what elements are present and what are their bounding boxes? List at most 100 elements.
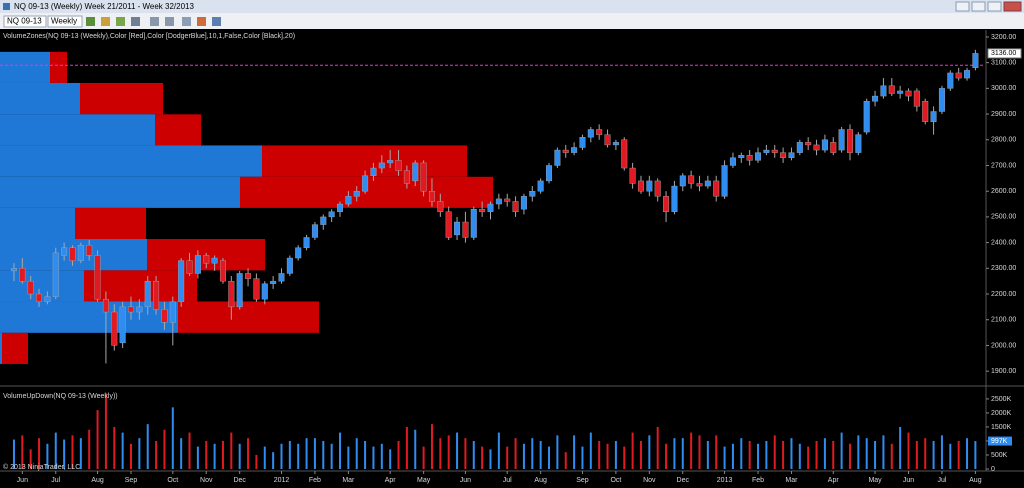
volume-bar xyxy=(414,429,417,469)
candle-body xyxy=(512,201,519,212)
close-button[interactable] xyxy=(1003,1,1022,12)
volume-bar xyxy=(823,438,826,469)
volume-bar xyxy=(840,432,843,469)
tool-button[interactable] xyxy=(131,17,140,26)
volume-bar xyxy=(890,443,893,469)
x-tick-label: Feb xyxy=(309,477,321,484)
candle-body xyxy=(571,147,578,153)
toolbar xyxy=(0,13,1024,29)
volume-bar xyxy=(439,438,442,469)
y-tick-label: 2700.00 xyxy=(991,162,1016,169)
y-tick-label: 2400.00 xyxy=(991,239,1016,246)
candle-body xyxy=(554,149,561,166)
volume-bar xyxy=(974,441,977,469)
candle-body xyxy=(420,162,427,192)
candle-body xyxy=(738,154,745,158)
maximize-button[interactable] xyxy=(987,1,1002,12)
volume-bar xyxy=(238,443,241,469)
candle-body xyxy=(44,296,51,302)
x-tick-label: Sep xyxy=(576,477,589,484)
period-selector[interactable] xyxy=(47,15,83,28)
volume-bar xyxy=(88,429,91,469)
candle-body xyxy=(663,196,670,212)
bar-type-button[interactable] xyxy=(86,17,95,26)
candle-body xyxy=(579,137,586,148)
volume-bar xyxy=(573,435,576,469)
zoom-button[interactable] xyxy=(150,17,159,26)
volume-bar xyxy=(79,438,82,469)
candle-body xyxy=(10,268,17,272)
volume-bar xyxy=(556,435,559,469)
candle-body xyxy=(412,162,419,182)
candle-body xyxy=(437,201,444,212)
x-tick-label: Oct xyxy=(610,477,621,484)
zone-up xyxy=(0,145,262,177)
zone-down xyxy=(50,51,67,83)
app-icon xyxy=(3,3,10,10)
x-tick-label: Jun xyxy=(460,477,471,484)
volume-bar xyxy=(188,432,191,469)
strategy-button[interactable] xyxy=(212,17,221,26)
candle-body xyxy=(913,90,920,107)
candle-body xyxy=(102,298,109,313)
indicator-button[interactable] xyxy=(197,17,206,26)
candle-body xyxy=(203,255,210,264)
volume-tick-label: 2000K xyxy=(991,410,1012,417)
draw-button[interactable] xyxy=(101,17,110,26)
title-bar xyxy=(0,0,1024,13)
volume-bar xyxy=(130,443,133,469)
candle-body xyxy=(128,306,135,313)
x-tick-label: 2013 xyxy=(717,477,733,484)
candle-body xyxy=(880,85,887,97)
candle-body xyxy=(228,280,235,308)
volume-bar xyxy=(347,446,350,469)
x-tick-label: Mar xyxy=(342,477,355,484)
x-tick-label: Aug xyxy=(969,477,982,484)
volume-bar xyxy=(614,440,617,469)
volume-bar xyxy=(782,440,785,469)
candle-body xyxy=(454,221,461,236)
x-tick-label: Dec xyxy=(677,477,690,484)
volume-bar xyxy=(581,446,584,469)
volume-bar xyxy=(104,393,107,469)
volume-bar xyxy=(966,438,969,469)
volume-bar xyxy=(798,443,801,469)
candle-body xyxy=(487,203,494,212)
zoom-button[interactable] xyxy=(165,17,174,26)
volume-bar xyxy=(531,438,534,469)
volume-tick-label: 0 xyxy=(991,466,995,473)
x-tick-label: Aug xyxy=(534,477,547,484)
volume-bar xyxy=(623,446,626,469)
zone-up xyxy=(0,207,75,240)
volume-bar xyxy=(280,443,283,469)
x-tick-label: Nov xyxy=(643,477,656,484)
volume-bar xyxy=(305,438,308,469)
zone-down xyxy=(178,301,319,333)
candle-body xyxy=(370,167,377,176)
x-tick-label: Apr xyxy=(385,477,397,484)
volume-bar xyxy=(690,432,693,469)
volume-bar xyxy=(698,435,701,469)
y-tick-label: 2200.00 xyxy=(991,291,1016,298)
volume-bar xyxy=(230,432,233,469)
volume-bar xyxy=(389,449,392,469)
volume-bar xyxy=(606,443,609,469)
volume-bar xyxy=(263,446,266,469)
candle-body xyxy=(445,211,452,238)
restore-button[interactable] xyxy=(971,1,986,12)
properties-button[interactable] xyxy=(182,17,191,26)
volume-bar xyxy=(397,440,400,469)
x-tick-label: Oct xyxy=(167,477,178,484)
candle-body xyxy=(646,180,653,192)
tool-button[interactable] xyxy=(116,17,125,26)
candle-body xyxy=(353,190,360,197)
instrument-selector[interactable] xyxy=(3,15,47,28)
zone-down xyxy=(2,332,28,364)
volume-bar xyxy=(731,443,734,469)
minimize-button[interactable] xyxy=(955,1,970,12)
volume-bar xyxy=(857,435,860,469)
volume-bar xyxy=(740,438,743,469)
candle-body xyxy=(328,211,335,218)
candle-body xyxy=(86,244,93,256)
